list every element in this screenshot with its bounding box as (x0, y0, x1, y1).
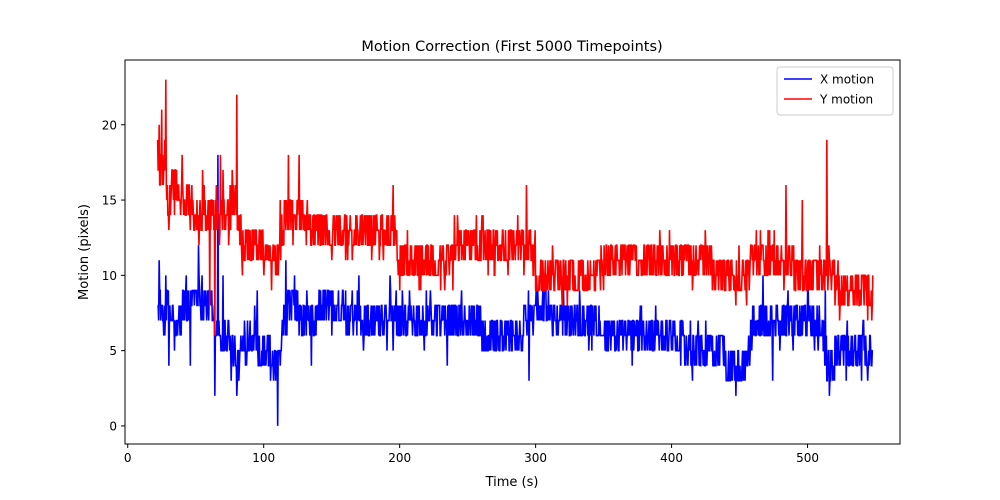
x-axis-label: Time (s) (485, 475, 539, 490)
series-layer (156, 79, 874, 426)
y-axis-label: Motion (pixels) (77, 204, 92, 300)
x-tick-label: 400 (660, 451, 683, 465)
x-tick-label: 0 (124, 451, 132, 465)
y-tick-label: 5 (109, 344, 117, 358)
legend-x-motion-label: X motion (820, 73, 874, 87)
x-tick-label: 500 (796, 451, 819, 465)
y-tick-label: 20 (102, 118, 117, 132)
x-tick-label: 300 (524, 451, 547, 465)
chart-title: Motion Correction (First 5000 Timepoints… (361, 39, 662, 55)
y-axis: 0 5 10 15 20 (102, 118, 125, 433)
y-tick-label: 0 (109, 419, 117, 433)
series-line-x-motion (157, 154, 874, 426)
x-tick-label: 100 (252, 451, 275, 465)
y-tick-label: 15 (102, 194, 117, 208)
legend-y-motion-label: Y motion (819, 93, 873, 107)
legend: X motion Y motion (776, 66, 894, 116)
x-axis: 0 100 200 300 400 500 (124, 444, 819, 465)
y-tick-label: 10 (102, 269, 117, 283)
series-line-y-motion (156, 79, 874, 336)
x-tick-label: 200 (388, 451, 411, 465)
plot-frame (124, 59, 901, 445)
